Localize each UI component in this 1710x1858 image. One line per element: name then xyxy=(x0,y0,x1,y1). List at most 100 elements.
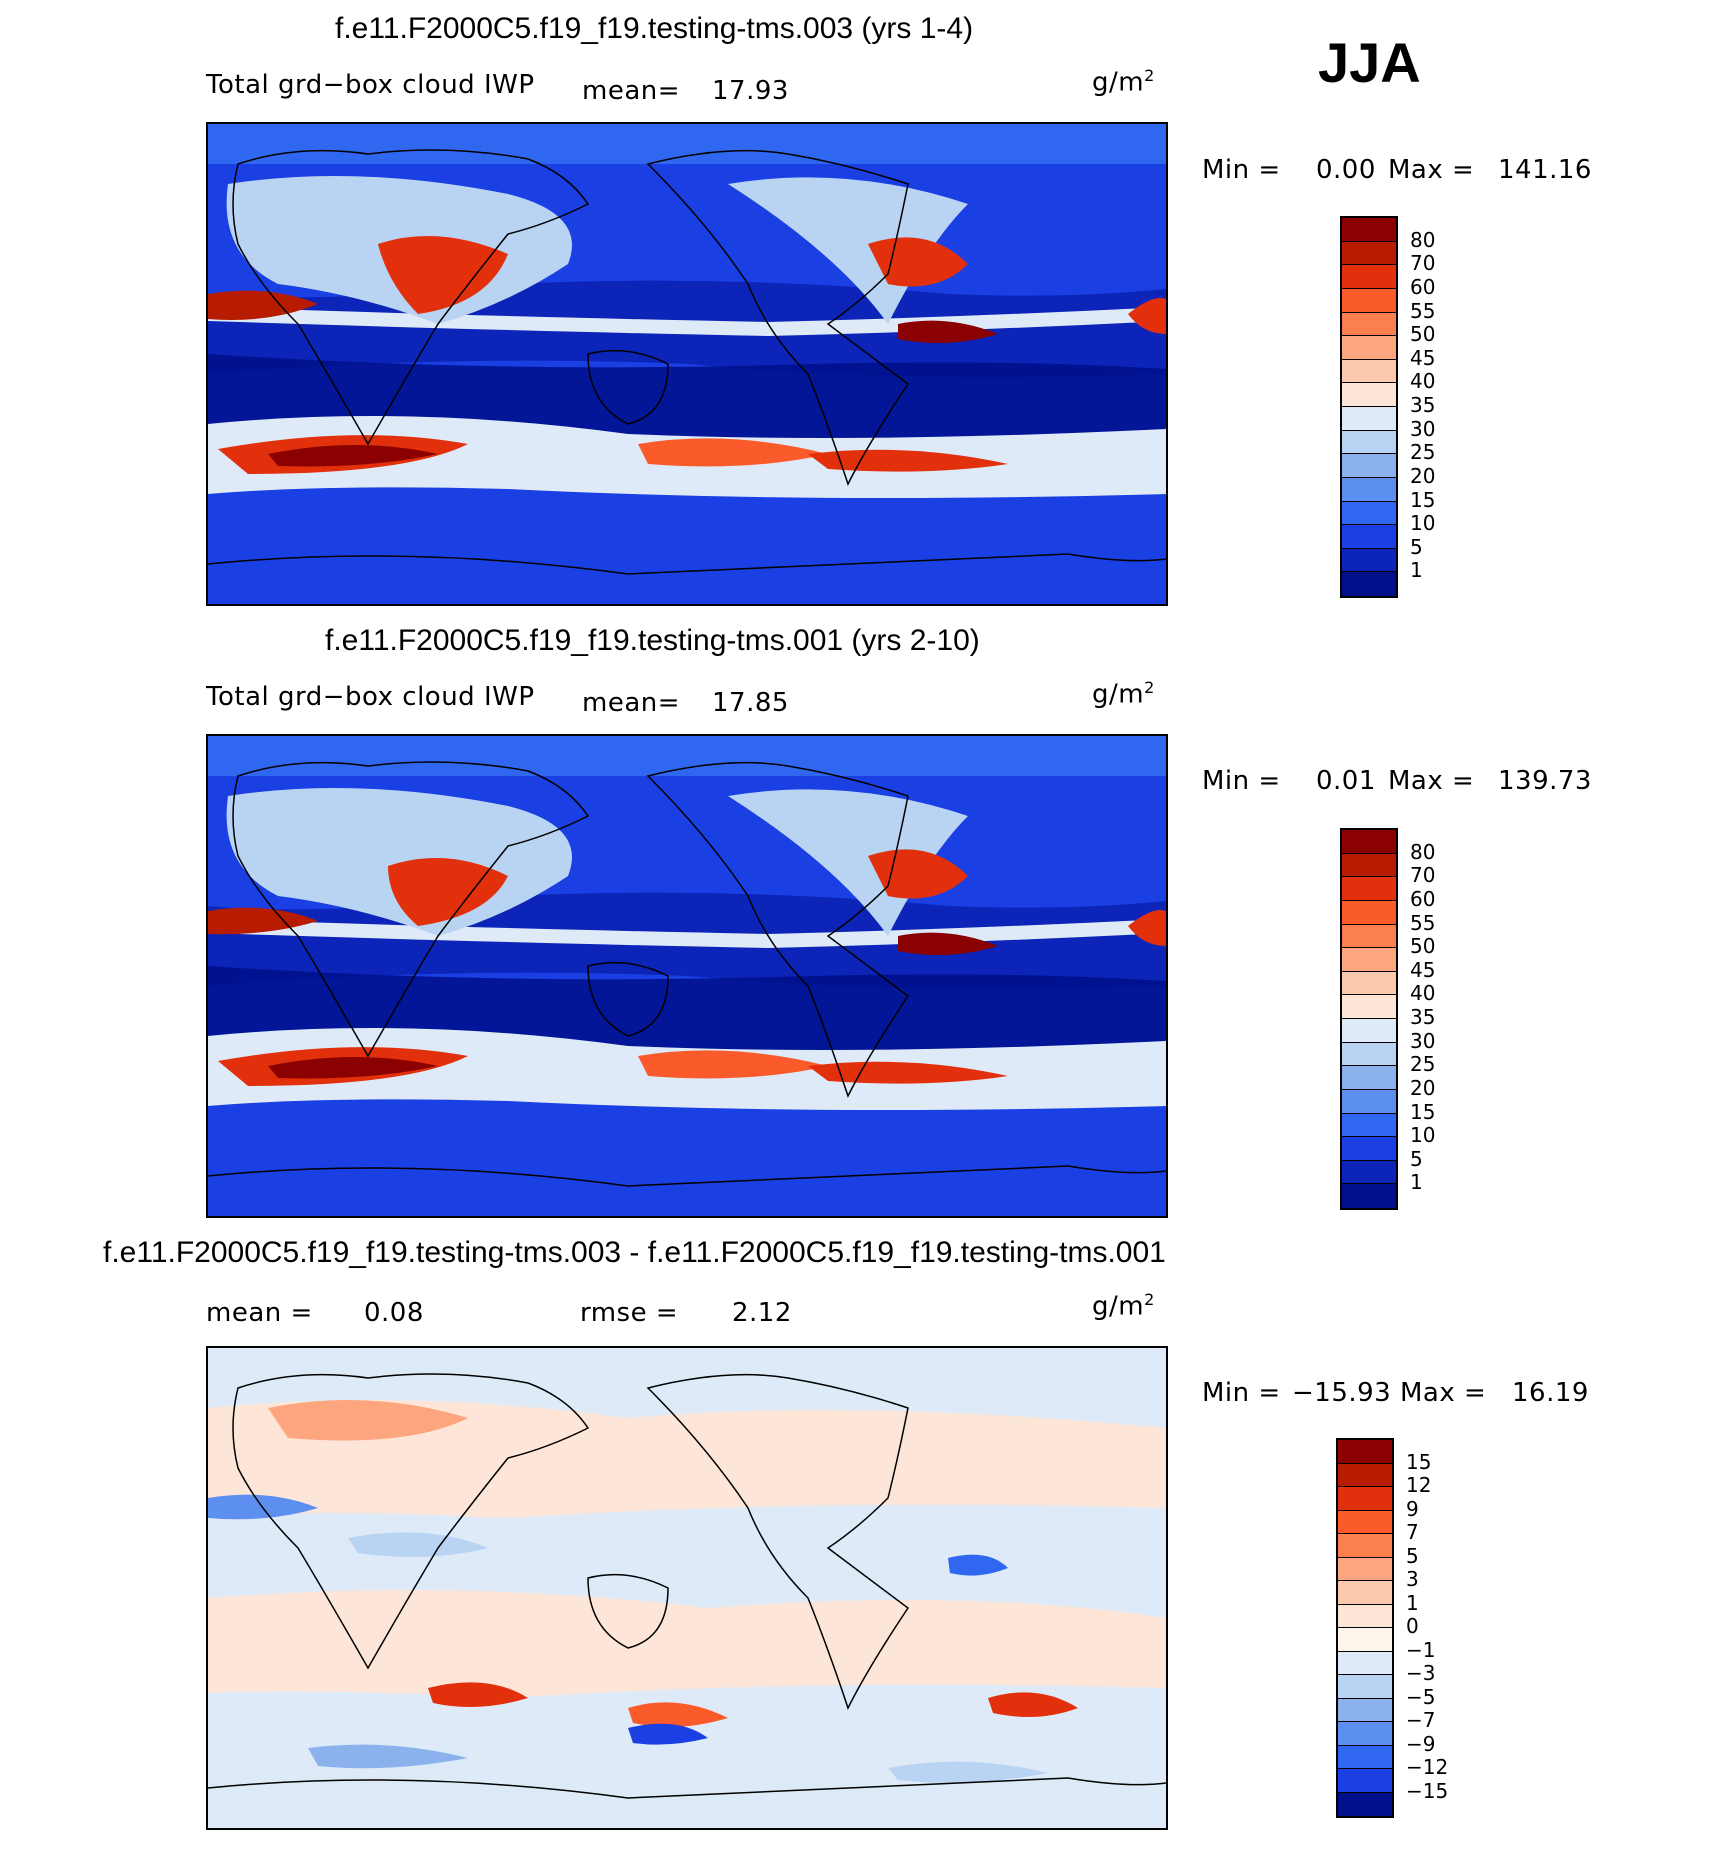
panel-2-colorbar-tick: 20 xyxy=(1410,1075,1436,1100)
panel-2-max-label: Max = xyxy=(1388,766,1475,796)
panel-3-colorbar-tick: 0 xyxy=(1406,1614,1419,1638)
panel-1-colorbar-swatch xyxy=(1342,359,1396,384)
panel-2-colorbar-tick: 5 xyxy=(1410,1146,1423,1171)
panel-3-colorbar-tick: 9 xyxy=(1406,1496,1419,1521)
panel-3-colorbar-tick: −12 xyxy=(1406,1755,1449,1779)
panel-3-units: g/m2 xyxy=(1092,1290,1155,1322)
panel-1-colorbar-tick: 20 xyxy=(1410,463,1436,488)
panel-3-colorbar-tick: 7 xyxy=(1406,1520,1419,1544)
panel-3-colorbar-swatch xyxy=(1338,1628,1392,1652)
panel-2-colorbar-tick: 80 xyxy=(1410,839,1436,864)
panel-2-colorbar-tick: 40 xyxy=(1410,981,1436,1006)
panel-1-min-value: 0.00 xyxy=(1316,155,1376,185)
panel-2-colorbar-tick: 15 xyxy=(1410,1099,1436,1124)
panel-2-mean-label: mean= xyxy=(582,688,681,718)
panel-3-colorbar-swatch xyxy=(1338,1769,1392,1793)
panel-3-colorbar-swatch xyxy=(1338,1675,1392,1699)
panel-3-colorbar-tick: −5 xyxy=(1406,1684,1436,1709)
panel-3-colorbar-swatch xyxy=(1338,1698,1392,1722)
panel-1-max-value: 141.16 xyxy=(1498,155,1592,185)
panel-1-colorbar-tick: 30 xyxy=(1410,416,1436,441)
panel-2-units: g/m2 xyxy=(1092,678,1155,710)
panel-2-variable: Total grd−box cloud IWP xyxy=(206,682,535,712)
panel-2-min-value: 0.01 xyxy=(1316,766,1376,796)
panel-2-colorbar-swatch xyxy=(1342,1042,1396,1067)
panel-2-colorbar-tick: 70 xyxy=(1410,863,1436,888)
panel-1-units: g/m2 xyxy=(1092,66,1155,98)
panel-1-colorbar-tick: 40 xyxy=(1410,369,1436,394)
panel-1-colorbar-tick: 35 xyxy=(1410,393,1436,417)
panel-2-colorbar-swatch xyxy=(1342,830,1396,854)
panel-2-colorbar-swatch xyxy=(1342,1019,1396,1043)
panel-2-colorbar-tick: 1 xyxy=(1410,1170,1423,1195)
panel-3-colorbar-swatch xyxy=(1338,1510,1392,1534)
panel-2-colorbar-swatch xyxy=(1342,900,1396,925)
panel-2-colorbar-tick: 60 xyxy=(1410,886,1436,911)
panel-2-colorbar-swatch xyxy=(1342,1089,1396,1114)
panel-2-mean-value: 17.85 xyxy=(712,688,789,718)
panel-3-colorbar-swatch xyxy=(1338,1604,1392,1628)
panel-1-colorbar-swatch xyxy=(1342,525,1396,549)
panel-3-max-value: 16.19 xyxy=(1512,1378,1589,1408)
season-label: JJA xyxy=(1318,31,1421,94)
panel-3-colorbar-tick: 5 xyxy=(1406,1543,1419,1568)
panel-2-map xyxy=(206,734,1168,1218)
panel-1-colorbar-swatch xyxy=(1342,218,1396,242)
panel-3-rmse-value: 2.12 xyxy=(732,1298,792,1328)
panel-2-max-value: 139.73 xyxy=(1498,766,1592,796)
panel-3-colorbar-swatch xyxy=(1338,1557,1392,1581)
panel-1-colorbar-swatch xyxy=(1342,454,1396,478)
panel-3-colorbar-swatch xyxy=(1338,1745,1392,1769)
panel-1-colorbar-swatch xyxy=(1342,548,1396,573)
panel-3-max-label: Max = xyxy=(1400,1378,1487,1408)
panel-1-colorbar-swatch xyxy=(1342,501,1396,526)
panel-2-colorbar-swatch xyxy=(1342,924,1396,949)
panel-1-colorbar-swatch xyxy=(1342,336,1396,360)
panel-3-colorbar-swatch xyxy=(1338,1440,1392,1464)
panel-1-colorbar-swatch xyxy=(1342,383,1396,407)
panel-2-colorbar-tick: 30 xyxy=(1410,1028,1436,1053)
panel-1-colorbar-tick: 5 xyxy=(1410,534,1423,559)
panel-1-map-field xyxy=(208,124,1166,604)
panel-1-mean-value: 17.93 xyxy=(712,76,789,106)
panel-2-colorbar-tick: 10 xyxy=(1410,1123,1436,1148)
panel-3-colorbar-tick: −1 xyxy=(1406,1637,1436,1662)
panel-3-colorbar xyxy=(1336,1438,1394,1818)
panel-1-colorbar-tick: 60 xyxy=(1410,274,1436,299)
panel-1-colorbar-tick: 10 xyxy=(1410,511,1436,536)
panel-2-title: f.e11.F2000C5.f19_f19.testing-tms.001 (y… xyxy=(325,624,980,657)
panel-2-colorbar-swatch xyxy=(1342,1066,1396,1090)
panel-3-colorbar-tick: −7 xyxy=(1406,1708,1436,1732)
panel-1-colorbar-tick: 1 xyxy=(1410,558,1423,583)
panel-3-rmse-label: rmse = xyxy=(580,1298,679,1328)
panel-1-map xyxy=(206,122,1168,606)
panel-1-colorbar-swatch xyxy=(1342,265,1396,289)
panel-1-colorbar-swatch xyxy=(1342,288,1396,313)
panel-3-colorbar-swatch xyxy=(1338,1792,1392,1816)
panel-3-colorbar-swatch xyxy=(1338,1722,1392,1746)
panel-2-colorbar-tick: 50 xyxy=(1410,934,1436,959)
panel-3-mean-label: mean = xyxy=(206,1298,313,1328)
panel-1-title: f.e11.F2000C5.f19_f19.testing-tms.003 (y… xyxy=(335,12,974,45)
panel-1-colorbar-swatch xyxy=(1342,572,1396,596)
panel-3-colorbar-tick: 3 xyxy=(1406,1567,1419,1591)
panel-1-colorbar-swatch xyxy=(1342,407,1396,431)
panel-3-colorbar-tick: −9 xyxy=(1406,1731,1436,1756)
panel-3-colorbar-tick: −3 xyxy=(1406,1661,1436,1685)
panel-3-colorbar-tick: −15 xyxy=(1406,1778,1449,1803)
panel-1-colorbar-swatch xyxy=(1342,430,1396,455)
panel-1-colorbar xyxy=(1340,216,1398,598)
panel-3-title: f.e11.F2000C5.f19_f19.testing-tms.003 - … xyxy=(103,1236,1166,1269)
panel-2-colorbar-tick: 35 xyxy=(1410,1005,1436,1029)
panel-3-colorbar-swatch xyxy=(1338,1581,1392,1605)
panel-3-colorbar-swatch xyxy=(1338,1651,1392,1675)
panel-3-colorbar-swatch xyxy=(1338,1487,1392,1511)
panel-2-colorbar-swatch xyxy=(1342,877,1396,901)
panel-3-map xyxy=(206,1346,1168,1830)
panel-2-colorbar-tick: 55 xyxy=(1410,910,1436,935)
panel-1-variable: Total grd−box cloud IWP xyxy=(206,70,535,100)
panel-2-colorbar-swatch xyxy=(1342,1113,1396,1138)
panel-1-min-label: Min = xyxy=(1202,155,1281,185)
panel-1-colorbar-swatch xyxy=(1342,312,1396,337)
panel-2-colorbar-swatch xyxy=(1342,948,1396,972)
